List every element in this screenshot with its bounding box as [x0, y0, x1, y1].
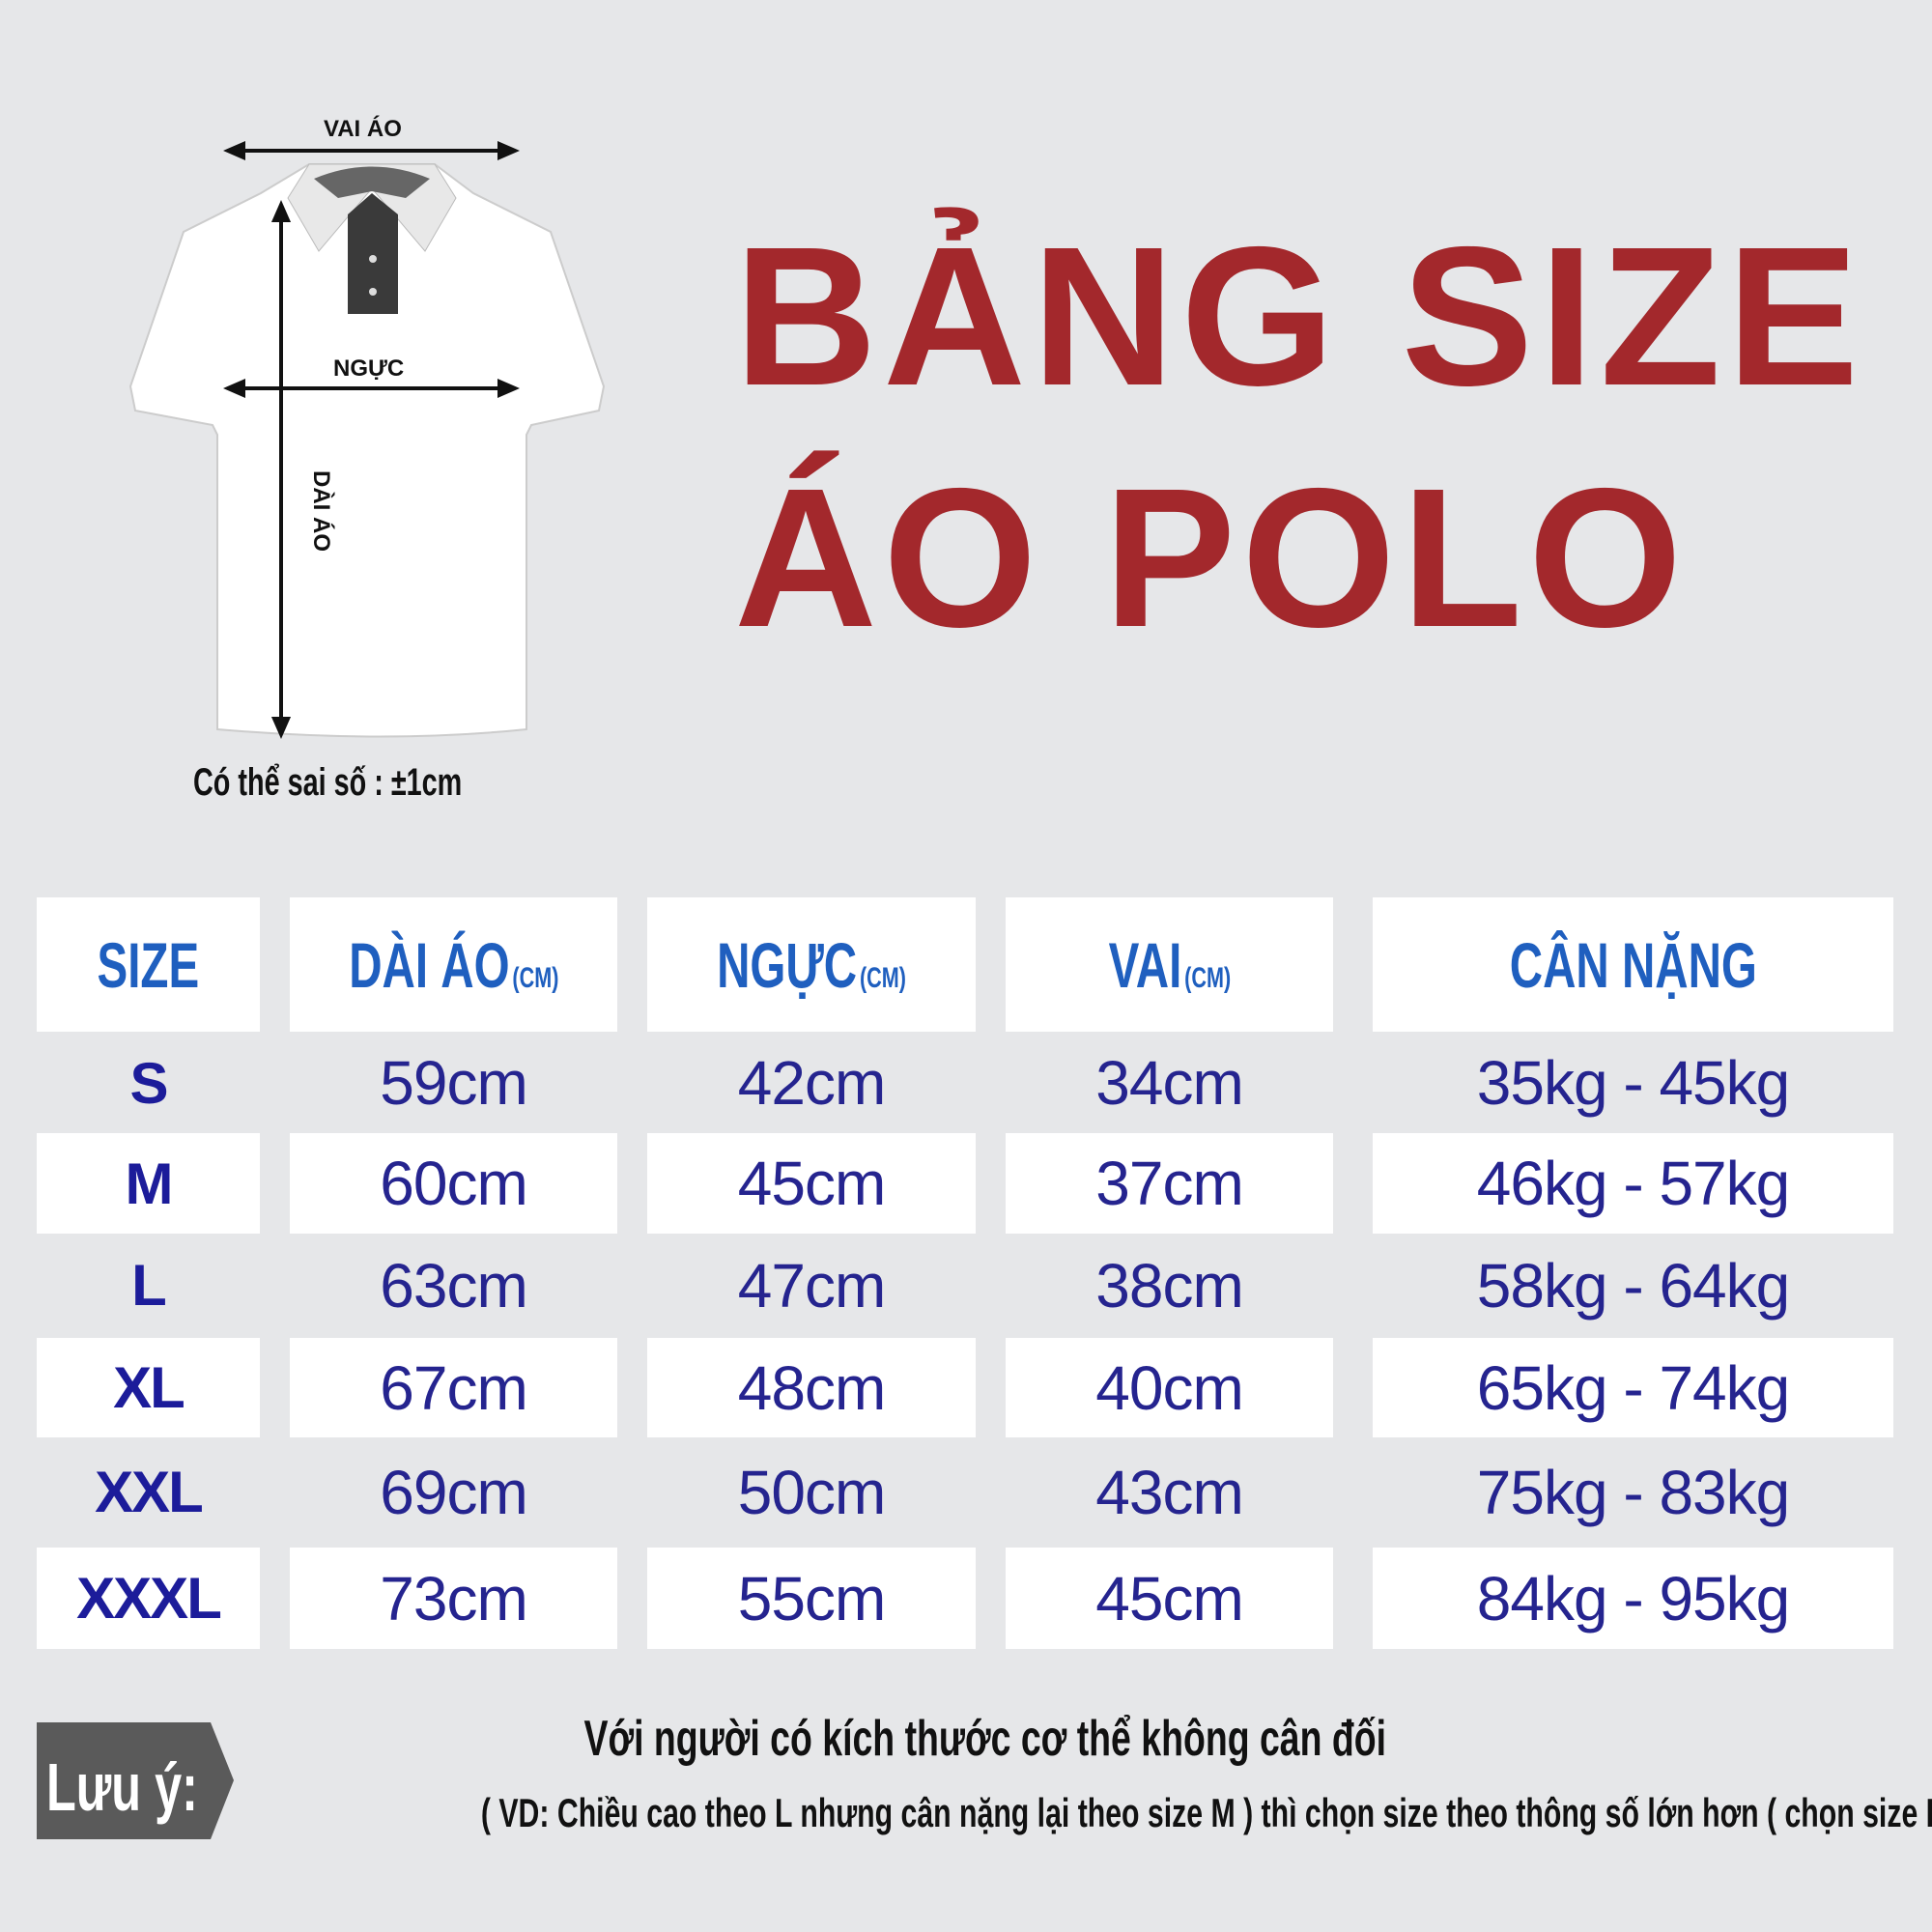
row-background	[37, 1133, 260, 1234]
row-background	[1006, 1548, 1333, 1649]
row-background	[290, 1338, 617, 1437]
row-background	[290, 1133, 617, 1234]
table-cell: 59cm	[380, 1048, 528, 1118]
row-background	[1373, 1133, 1893, 1234]
table-cell: 38cm	[1095, 1250, 1244, 1321]
title-line2: ÁO POLO	[734, 447, 1689, 668]
note-badge-text: Lưu ý:	[46, 1749, 198, 1825]
row-background	[37, 1338, 260, 1437]
table-cell: 37cm	[1095, 1149, 1244, 1218]
table-cell: 75kg - 83kg	[1476, 1457, 1790, 1527]
size-label: XXL	[95, 1460, 204, 1524]
header-label: CÂN NẶNG	[1509, 928, 1757, 1001]
note-badge	[37, 1722, 234, 1839]
row-background	[1006, 1133, 1333, 1234]
row-background	[1373, 1338, 1893, 1437]
table-cell: 45cm	[1095, 1563, 1244, 1634]
size-label: L	[131, 1253, 167, 1318]
table-cell: 58kg - 64kg	[1476, 1250, 1790, 1321]
header-label: NGỰC	[717, 928, 858, 1001]
header-label: DÀI ÁO	[348, 928, 510, 1001]
row-background	[1373, 1548, 1893, 1649]
table-cell: 55cm	[737, 1563, 887, 1634]
size-label: S	[129, 1050, 168, 1116]
length-label: DÀI ÁO	[308, 470, 334, 552]
tolerance-note-wrap: Có thể sai số : ±1cm	[193, 761, 567, 805]
table-cell: 73cm	[380, 1563, 528, 1634]
shoulder-label: VAI ÁO	[324, 116, 402, 142]
size-label: XL	[113, 1355, 185, 1420]
row-background	[37, 1548, 260, 1649]
row-background	[647, 1338, 976, 1437]
table-cell: 46kg - 57kg	[1476, 1149, 1790, 1218]
table-cell: 60cm	[380, 1149, 528, 1218]
measurement-arrows	[223, 140, 520, 739]
table-header-cell: DÀI ÁO(CM)	[290, 897, 617, 1032]
row-background	[1006, 1338, 1333, 1437]
note-line2: ( VD: Chiều cao theo L nhưng cân nặng lạ…	[480, 1790, 1932, 1835]
note-badge-text-wrap: Lưu ý:	[46, 1748, 220, 1826]
size-label: M	[125, 1151, 174, 1216]
polo-shirt-illustration	[128, 163, 606, 738]
tolerance-note: Có thể sai số : ±1cm	[193, 761, 463, 804]
table-cell: 45cm	[737, 1149, 887, 1218]
table-cell: 84kg - 95kg	[1476, 1563, 1790, 1634]
table-cell: 48cm	[737, 1352, 887, 1423]
table-cell: 69cm	[380, 1457, 528, 1527]
header-unit: (CM)	[1183, 961, 1231, 994]
title-line1: BẢNG SIZE	[734, 206, 1865, 427]
table-cell: 40cm	[1095, 1352, 1244, 1423]
table-cell: 63cm	[380, 1250, 528, 1321]
table-header-cell: SIZE	[37, 897, 260, 1032]
header-unit: (CM)	[859, 961, 906, 994]
note-line2-wrap: ( VD: Chiều cao theo L nhưng cân nặng lạ…	[193, 1790, 1932, 1836]
size-label: XXXL	[76, 1566, 222, 1631]
table-cell: 34cm	[1095, 1048, 1244, 1118]
table-cell: 42cm	[737, 1048, 887, 1118]
table-cell: 35kg - 45kg	[1476, 1048, 1790, 1118]
table-cell: 43cm	[1095, 1457, 1244, 1527]
table-header-cell: CÂN NẶNG	[1373, 897, 1893, 1032]
note-line1: Với người có kích thước cơ thể không cân…	[583, 1711, 1387, 1767]
header-label: VAI	[1108, 928, 1181, 1001]
note-line1-wrap: Với người có kích thước cơ thể không cân…	[246, 1710, 1724, 1768]
row-background	[647, 1133, 976, 1234]
row-background	[647, 1548, 976, 1649]
table-cell: 50cm	[737, 1457, 887, 1527]
header-unit: (CM)	[512, 961, 559, 994]
table-header-cell: NGỰC(CM)	[647, 897, 976, 1032]
table-header-cell: VAI(CM)	[1006, 897, 1333, 1032]
header-label: SIZE	[97, 928, 200, 1001]
table-cell: 47cm	[737, 1250, 887, 1321]
row-background	[290, 1548, 617, 1649]
table-cell: 65kg - 74kg	[1476, 1352, 1790, 1423]
chest-label: NGỰC	[333, 355, 405, 382]
table-cell: 67cm	[380, 1352, 528, 1423]
